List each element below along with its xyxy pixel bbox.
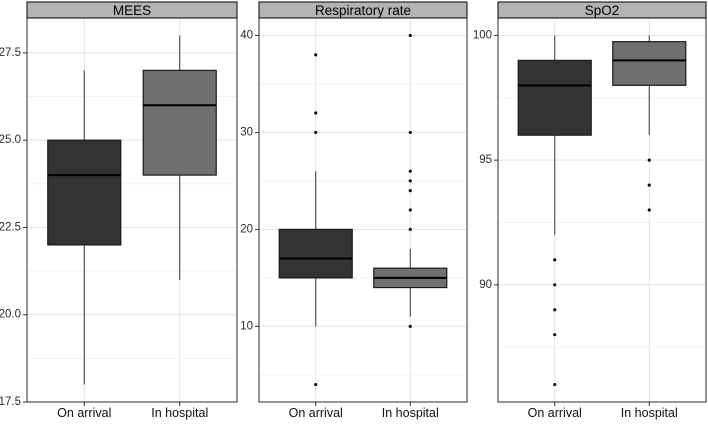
outlier-point bbox=[647, 208, 651, 212]
outlier-point bbox=[553, 258, 557, 262]
y-tick-label: 30 bbox=[240, 126, 253, 138]
outlier-point bbox=[553, 382, 557, 387]
y-tick-label: 20.0 bbox=[0, 309, 21, 321]
outlier-point bbox=[314, 382, 318, 387]
y-tick-label: 10 bbox=[240, 320, 253, 332]
y-tick-label: 90 bbox=[479, 279, 492, 291]
outlier-point bbox=[647, 183, 651, 187]
outlier-point bbox=[553, 308, 557, 312]
y-tick-label: 20 bbox=[240, 223, 253, 235]
category-label: In hospital bbox=[621, 406, 678, 420]
box-mees-on-arrival bbox=[47, 70, 122, 385]
outlier-point bbox=[314, 130, 318, 135]
plot-background bbox=[259, 18, 467, 402]
iqr-box bbox=[278, 228, 353, 279]
outlier-point bbox=[408, 169, 412, 173]
outlier-point bbox=[647, 158, 651, 162]
outlier-point bbox=[408, 227, 412, 231]
category-label: In hospital bbox=[382, 406, 439, 420]
box-spo2-in-hospital bbox=[612, 35, 687, 212]
iqr-box bbox=[612, 41, 687, 86]
facet-strip bbox=[26, 1, 238, 19]
y-tick-label: 95 bbox=[479, 154, 492, 166]
facet-strip-title: SpO2 bbox=[585, 3, 620, 18]
facet-strip-title: Respiratory rate bbox=[315, 3, 411, 18]
facet-strip bbox=[258, 1, 468, 19]
category-label: On arrival bbox=[57, 406, 111, 420]
iqr-box bbox=[47, 139, 122, 246]
box-mees-in-hospital bbox=[142, 35, 217, 280]
panel-respiratory-rate: 10 20 30 40 On arrival In hospital Respiratory… bbox=[240, 1, 468, 420]
iqr-box bbox=[517, 59, 592, 136]
y-tick-label: 17.5 bbox=[0, 396, 21, 408]
outlier-point bbox=[553, 283, 557, 287]
outlier-point bbox=[408, 33, 412, 38]
outlier-point bbox=[314, 111, 318, 115]
category-label: In hospital bbox=[151, 406, 208, 420]
category-label: On arrival bbox=[528, 406, 582, 420]
category-label: On arrival bbox=[289, 406, 343, 420]
outlier-point bbox=[408, 324, 412, 328]
y-tick-label: 22.5 bbox=[0, 221, 21, 233]
facet-strip-title: MEES bbox=[113, 3, 151, 18]
box-respiratory-rate-in-hospital bbox=[373, 33, 448, 328]
outlier-point bbox=[408, 208, 412, 212]
iqr-box bbox=[142, 69, 217, 176]
panel-mees: 17.5 20.0 22.5 25.0 27.5 On arrival In hospita… bbox=[0, 1, 238, 420]
y-tick-label: 25.0 bbox=[0, 134, 21, 146]
box-spo2-on-arrival bbox=[517, 35, 592, 387]
facet-strip bbox=[497, 1, 707, 19]
y-tick-label: 100 bbox=[473, 29, 492, 41]
panel-spo2: 90 95 100 On arrival In hospital SpO2 bbox=[473, 1, 707, 420]
outlier-point bbox=[408, 189, 412, 193]
y-tick-label: 27.5 bbox=[0, 47, 21, 59]
outlier-point bbox=[408, 130, 412, 135]
box-respiratory-rate-on-arrival bbox=[278, 53, 353, 387]
y-tick-label: 40 bbox=[240, 29, 253, 41]
outlier-point bbox=[408, 179, 412, 183]
outlier-point bbox=[314, 53, 318, 57]
outlier-point bbox=[553, 333, 557, 337]
